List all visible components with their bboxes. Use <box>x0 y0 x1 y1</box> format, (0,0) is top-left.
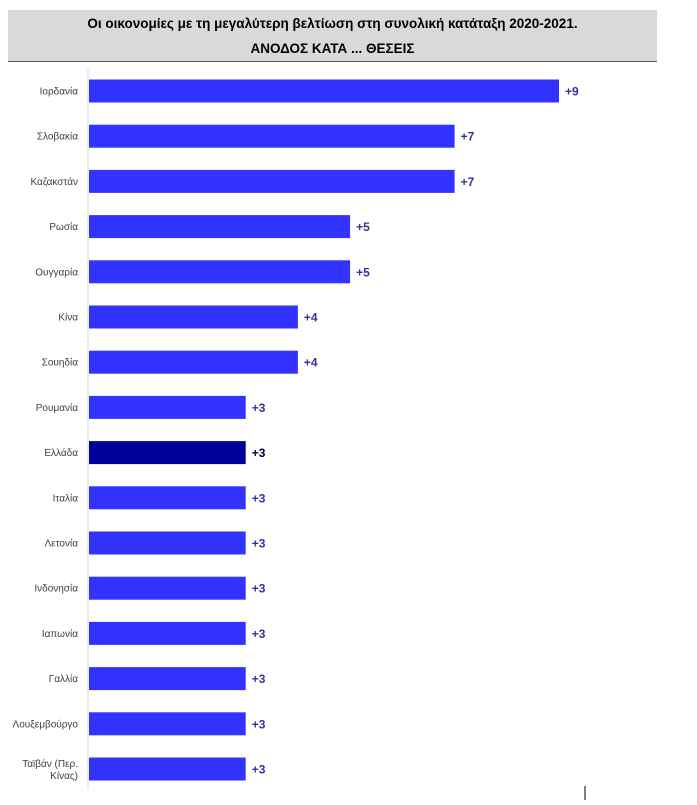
chart-title-band: Οι οικονομίες με τη μεγαλύτερη βελτίωση … <box>8 10 657 62</box>
value-label-16: +3 <box>252 763 266 777</box>
bar-4 <box>89 215 351 239</box>
value-label-13: +3 <box>252 627 266 641</box>
bar-16 <box>89 757 246 781</box>
bar-14 <box>89 667 246 691</box>
bar-7 <box>89 350 298 374</box>
category-label-5: Ουγγαρία <box>35 266 78 278</box>
bar-15 <box>89 712 246 736</box>
value-label-4: +5 <box>356 220 370 234</box>
category-label-8: Ρουμανία <box>36 402 78 414</box>
category-label-4: Ρωσία <box>49 221 78 233</box>
value-label-15: +3 <box>252 717 266 731</box>
value-label-10: +3 <box>252 491 266 505</box>
category-label-16: Ταϊβάν (Περ. Κίνας) <box>22 758 78 782</box>
bar-6 <box>89 305 298 329</box>
labels-group: +9 Ιορδανία +7 Σλοβακία +7 Καζακστάν +5 Ρωσία +5… <box>13 85 579 783</box>
bar-8 <box>89 395 246 419</box>
category-label-1: Ιορδανία <box>40 86 79 98</box>
category-label-14: Γαλλία <box>49 673 79 685</box>
category-label-7: Σουηδία <box>42 357 79 369</box>
category-label-10: Ιταλία <box>53 492 79 504</box>
bar-10 <box>89 486 246 510</box>
value-label-12: +3 <box>252 582 266 596</box>
category-label-2: Σλοβακία <box>37 131 78 143</box>
chart-title: Οι οικονομίες με τη μεγαλύτερη βελτίωση … <box>87 16 578 31</box>
value-label-11: +3 <box>252 537 266 551</box>
category-label-3: Καζακστάν <box>31 176 79 188</box>
bar-1 <box>89 79 559 103</box>
value-label-3: +7 <box>461 175 475 189</box>
bar-9 <box>89 441 246 465</box>
bar-13 <box>89 621 246 645</box>
bar-12 <box>89 576 246 600</box>
bar-2 <box>89 124 455 148</box>
value-label-1: +9 <box>565 85 579 99</box>
bar-5 <box>89 260 351 284</box>
category-label-11: Λετονία <box>44 538 78 550</box>
category-label-13: Ιαπωνία <box>42 628 78 640</box>
category-label-12: Ινδονησία <box>34 583 78 595</box>
chart-subtitle: ΑΝΟΔΟΣ ΚΑΤΑ ... ΘΕΣΕΙΣ <box>250 41 415 56</box>
value-label-7: +4 <box>304 356 318 370</box>
value-label-2: +7 <box>461 130 475 144</box>
value-label-6: +4 <box>304 311 318 325</box>
bar-11 <box>89 531 246 555</box>
category-label-15: Λουξεμβούργο <box>13 718 79 730</box>
value-label-8: +3 <box>252 401 266 415</box>
bar-3 <box>89 169 455 193</box>
bars-group <box>89 79 559 781</box>
value-label-9: +3 <box>252 446 266 460</box>
category-label-6: Κίνα <box>58 312 78 324</box>
value-label-14: +3 <box>252 672 266 686</box>
value-label-5: +5 <box>356 265 370 279</box>
category-label-9: Ελλάδα <box>44 447 78 459</box>
